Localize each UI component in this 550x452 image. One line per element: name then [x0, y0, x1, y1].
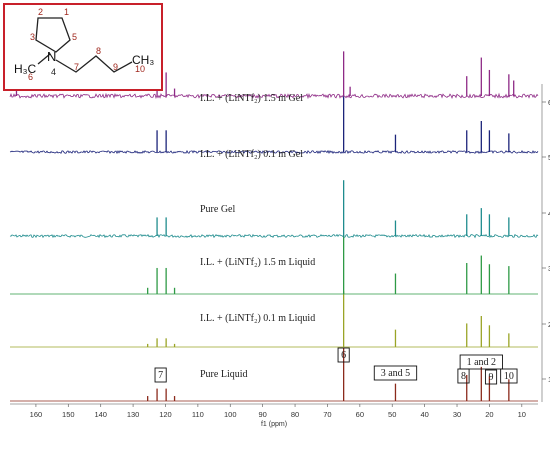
- x-tick-label: 10: [518, 410, 526, 419]
- offset-tick-label: 1: [548, 375, 550, 384]
- series-label-1: Pure Liquid: [200, 369, 248, 380]
- peak-annotation-label: 6: [341, 350, 346, 361]
- x-tick-label: 140: [94, 410, 107, 419]
- atom-number-8: 8: [96, 46, 101, 56]
- x-tick-label: 50: [388, 410, 396, 419]
- atom-number-10: 10: [135, 64, 145, 74]
- methyl-right-label: CH₃: [132, 53, 154, 67]
- peak-annotation-box: [337, 347, 350, 363]
- x-tick-label: 160: [30, 410, 43, 419]
- x-tick-label: 70: [323, 410, 331, 419]
- x-tick-label: 20: [485, 410, 493, 419]
- atom-number-7: 7: [74, 62, 79, 72]
- peak-annotation-box: [154, 367, 167, 383]
- peak-annotation-box: [500, 368, 518, 384]
- x-tick-label: 130: [127, 410, 140, 419]
- x-axis-title: f1 (ppm): [261, 421, 287, 428]
- x-tick-label: 150: [62, 410, 75, 419]
- offset-tick-label: 6: [548, 98, 550, 107]
- x-tick-label: 120: [159, 410, 172, 419]
- series-label-4: Pure Gel: [200, 204, 235, 215]
- peak-annotation-box: [459, 354, 503, 370]
- atom-number-5: 5: [72, 32, 77, 42]
- series-label-2: I.L. + (LiNTf₂) 0.1 m Liquid: [200, 313, 315, 324]
- spectrum-baseline-5: [9, 149, 539, 155]
- atom-number-4: 4: [51, 67, 56, 77]
- methyl-left-label: H₃C: [14, 62, 37, 76]
- atom-number-2: 2: [38, 7, 43, 17]
- offset-axis: 1 2 3 4 5 6: [542, 98, 550, 384]
- series-labels: Pure Liquid I.L. + (LiNTf₂) 0.1 m Liquid I…: [200, 93, 315, 380]
- plot-frame: [10, 84, 543, 405]
- peak-annotation-box: [373, 365, 418, 381]
- x-tick-label: 60: [356, 410, 364, 419]
- atom-number-3: 3: [30, 32, 35, 42]
- spectrum-baseline-6: [9, 92, 539, 100]
- atom-number-6: 6: [28, 72, 33, 82]
- series-label-5: I.L. + (LiNTf₂) 0.1 m Gel: [200, 149, 303, 160]
- spectrum-baseline-4: [9, 233, 539, 239]
- offset-tick-label: 4: [548, 209, 550, 218]
- peak-annotation-label: 3 and 5: [381, 368, 410, 379]
- molecule-frame: [3, 3, 163, 91]
- series-label-3: I.L. + (LiNTf₂) 1.5 m Liquid: [200, 257, 315, 268]
- offset-tick-label: 5: [548, 153, 550, 162]
- peak-annotations: 7 6 3 and 5 81 and 2 9 10: [154, 347, 518, 385]
- x-tick-label: 40: [420, 410, 428, 419]
- nitrogen-atom-label: N: [47, 49, 56, 64]
- x-tick-label: 80: [291, 410, 299, 419]
- x-tick-label: 100: [224, 410, 237, 419]
- peak-annotation-label: 8: [461, 371, 466, 382]
- peak-annotation-box: [484, 369, 498, 385]
- x-tick-label: 30: [453, 410, 461, 419]
- offset-tick-label: 2: [548, 320, 550, 329]
- series-label-6: I.L. + (LiNTf₂) 1.5 m Gel: [200, 93, 303, 104]
- x-tick-label: 90: [258, 410, 266, 419]
- peak-annotation-label: 1 and 2: [467, 357, 496, 368]
- atom-number-1: 1: [64, 7, 69, 17]
- molecule-structure-inset: N H₃C CH₃ 1 2 3 4 5 6 7 8 9 10: [3, 3, 163, 91]
- spectra-group: [9, 51, 539, 402]
- atom-number-9: 9: [113, 62, 118, 72]
- peak-annotation-label: 7: [158, 370, 163, 381]
- offset-tick-label: 3: [548, 264, 550, 273]
- x-axis: 160 150 140 130 120 110 100 90 80 70 60 50 40 30 20 10 f…: [30, 404, 526, 428]
- peak-annotation-label: 9: [489, 372, 494, 383]
- x-tick-label: 110: [192, 410, 204, 419]
- peak-annotation-label: 10: [504, 371, 514, 382]
